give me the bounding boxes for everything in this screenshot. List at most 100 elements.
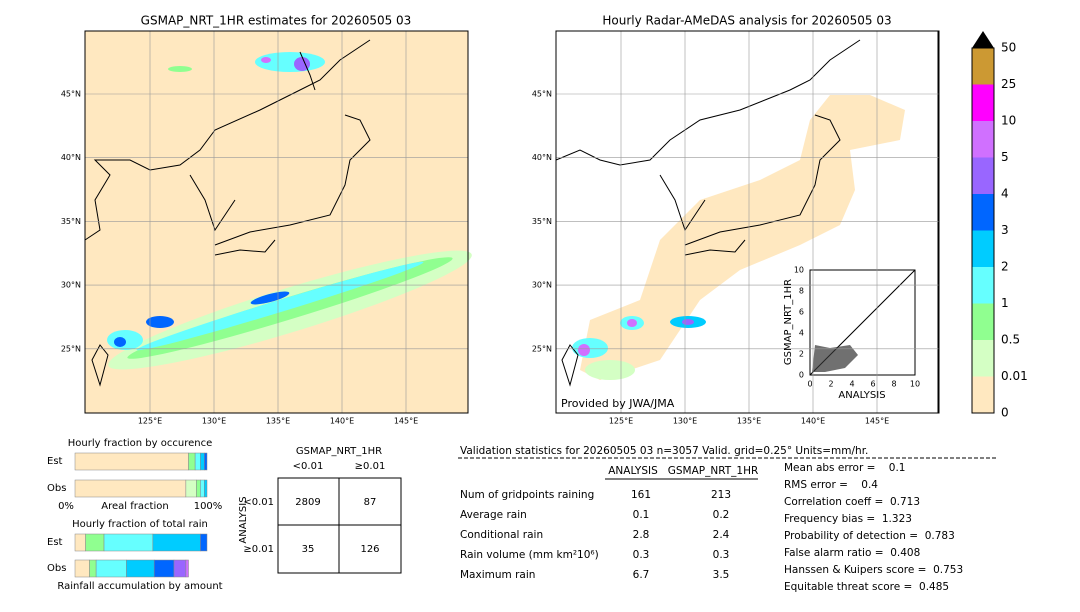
fraction-segment [200, 533, 208, 552]
colorbar-segment [972, 84, 994, 121]
lon-label: 140°E [330, 417, 354, 426]
axis-right: 100% [194, 501, 223, 512]
fraction-segment [173, 559, 187, 578]
colorbar-frame [971, 47, 995, 414]
col-label: <0.01 [293, 461, 324, 472]
stat-value: 0.2 [713, 509, 730, 521]
stat-value: 6.7 [633, 569, 650, 581]
fraction-segment [74, 479, 187, 498]
score: Correlation coeff = 0.713 [784, 496, 920, 508]
map-title: GSMAP_NRT_1HR estimates for 20260505 03 [141, 14, 412, 28]
left-map [84, 31, 472, 413]
fraction-segment [103, 533, 154, 552]
stat-label: Conditional rain [460, 529, 543, 541]
row-title: ANALYSIS [238, 496, 249, 543]
colorbar-label: 2 [1001, 260, 1009, 274]
row-label: Obs [47, 563, 66, 574]
colorbar-label: 50 [1001, 41, 1016, 55]
rain-blobs [107, 52, 472, 370]
table-cell: 2809 [295, 497, 320, 508]
radar-coverage [580, 95, 905, 380]
x-tick-label: 2 [828, 380, 833, 389]
stat-label: Maximum rain [460, 569, 535, 581]
y-axis-label: GSMAP_NRT_1HR [783, 279, 794, 365]
scatter-cloud [812, 345, 858, 372]
fraction-segment [200, 452, 205, 471]
stat-value: 0.3 [633, 549, 650, 561]
fraction-segment [74, 452, 189, 471]
fraction-segment [74, 559, 90, 578]
stat-value: 3.5 [713, 569, 730, 581]
colorbar-segment [972, 303, 994, 340]
x-tick-label: 10 [910, 380, 920, 389]
row-label: Est [47, 537, 63, 548]
lon-label: 125°E [609, 417, 633, 426]
fraction-segment [85, 533, 105, 552]
panel-title: Hourly fraction by occurence [68, 438, 212, 449]
row-label: <0.01 [243, 497, 274, 508]
y-tick-label: 6 [799, 308, 804, 317]
y-tick-label: 0 [799, 371, 804, 380]
map-frame [555, 30, 940, 414]
lat-label: 40°N [61, 153, 81, 162]
lat-label: 25°N [61, 344, 81, 353]
lat-label: 30°N [61, 281, 81, 290]
score: RMS error = 0.4 [784, 479, 878, 491]
fraction-segment [204, 452, 208, 471]
colorbar-label: 0 [1001, 406, 1009, 420]
stat-label: Num of gridpoints raining [460, 489, 594, 501]
fraction-segment [153, 559, 175, 578]
column-header: ANALYSIS [608, 465, 658, 477]
lat-label: 35°N [532, 217, 552, 226]
validation-header: Validation statistics for 20260505 03 n=… [460, 445, 868, 457]
x-axis-label: ANALYSIS [838, 390, 885, 401]
y-tick-label: 10 [794, 266, 804, 275]
lat-label: 30°N [532, 281, 552, 290]
colorbar-label: 1 [1001, 296, 1009, 310]
coastline [84, 39, 371, 387]
colorbar-segment [972, 48, 994, 85]
fraction-segment [200, 479, 205, 498]
score: Hanssen & Kuipers score = 0.753 [784, 564, 963, 576]
credit: Provided by JWA/JMA [561, 397, 675, 410]
fraction-segment [185, 479, 197, 498]
colorbar-label: 0.5 [1001, 333, 1020, 347]
colorbar-label: 5 [1001, 150, 1009, 164]
colorbar-label: 4 [1001, 187, 1009, 201]
lat-label: 45°N [532, 90, 552, 99]
axis-middle: Areal fraction [101, 501, 168, 512]
column-header: GSMAP_NRT_1HR [668, 465, 759, 477]
fraction-segment [194, 452, 201, 471]
lat-label: 45°N [61, 90, 81, 99]
fraction-segment [185, 559, 189, 578]
colorbar-segment [972, 376, 994, 413]
colorbar-label: 10 [1001, 114, 1016, 128]
y-tick-label: 4 [799, 329, 804, 338]
colorbar-segment [972, 340, 994, 377]
colorbar-segment [972, 194, 994, 231]
lon-label: 145°E [865, 417, 889, 426]
stat-value: 2.4 [713, 529, 730, 541]
fraction-segment [126, 559, 155, 578]
colorbar-label: 3 [1001, 223, 1009, 237]
fraction-segment [95, 559, 127, 578]
table-title: GSMAP_NRT_1HR [296, 446, 382, 457]
fraction-segment [204, 479, 208, 498]
colorbar-segment [972, 267, 994, 304]
fraction-segment [74, 533, 86, 552]
y-tick-label: 2 [799, 350, 804, 359]
stat-value: 2.8 [633, 529, 650, 541]
row-label: Est [47, 456, 63, 467]
y-tick-label: 8 [799, 287, 804, 296]
score: Probability of detection = 0.783 [784, 530, 955, 542]
stat-label: Rain volume (mm km²10⁶) [460, 549, 599, 561]
score: Equitable threat score = 0.485 [784, 581, 949, 593]
lat-label: 40°N [532, 153, 552, 162]
colorbar-label: 25 [1001, 77, 1016, 91]
stat-value: 213 [711, 489, 731, 501]
map-frame [84, 30, 469, 414]
table-cell: 87 [364, 497, 377, 508]
score: Mean abs error = 0.1 [784, 462, 905, 474]
panel-title: Hourly fraction of total rain [72, 519, 208, 530]
table-cell: 35 [302, 544, 315, 555]
